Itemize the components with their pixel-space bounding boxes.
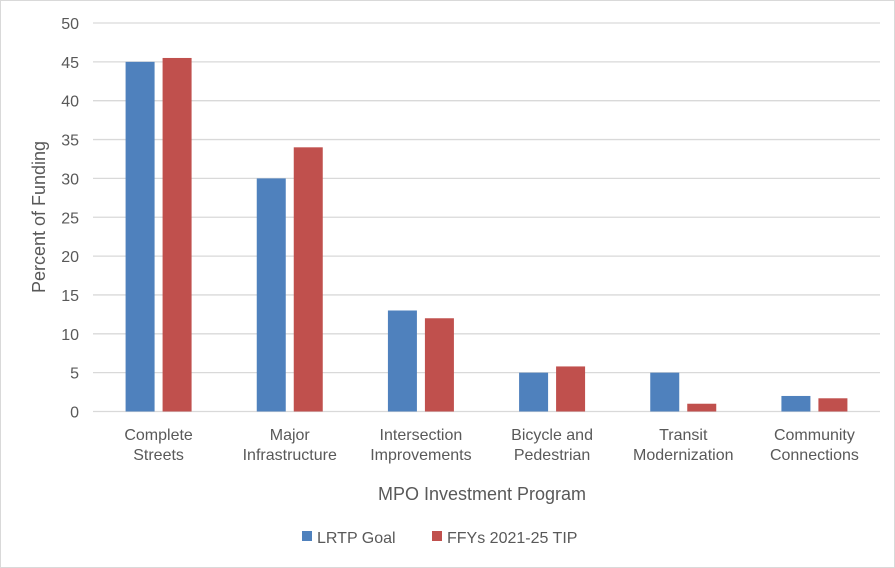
bar-lrtp-goal: [519, 372, 549, 412]
x-tick-label: Intersection Improvements: [370, 427, 471, 464]
y-tick-label: 5: [70, 366, 79, 383]
y-tick-label: 20: [61, 249, 79, 266]
x-tick-label: Major Infrastructure: [243, 427, 337, 464]
y-tick-label: 0: [70, 405, 79, 422]
x-tick-label: Complete Streets: [124, 427, 193, 464]
y-tick-label: 15: [61, 288, 79, 305]
x-tick-label: Transit Modernization: [633, 427, 734, 464]
bar-lrtp-goal: [781, 395, 811, 412]
bar-tip: [424, 318, 454, 412]
bar-tip: [556, 366, 586, 412]
y-tick-label: 40: [61, 94, 79, 111]
y-tick-label: 50: [61, 16, 79, 33]
bar-lrtp-goal: [256, 178, 286, 412]
y-axis-label: Percent of Funding: [29, 141, 49, 293]
bar-lrtp-goal: [650, 372, 680, 412]
legend-swatch: [432, 531, 442, 541]
bar-tip: [818, 398, 848, 412]
y-tick-label: 10: [61, 327, 79, 344]
y-tick-label: 45: [61, 55, 79, 72]
x-axis-label: MPO Investment Program: [378, 484, 586, 504]
y-tick-label: 35: [61, 133, 79, 150]
x-tick-label: Community Connections: [770, 427, 859, 464]
bar-tip: [687, 403, 717, 412]
legend-label: FFYs 2021-25 TIP: [447, 530, 577, 547]
bar-lrtp-goal: [387, 310, 417, 412]
legend-label: LRTP Goal: [317, 530, 396, 547]
bar-lrtp-goal: [125, 61, 155, 412]
y-tick-label: 30: [61, 171, 79, 188]
legend-swatch: [302, 531, 312, 541]
x-tick-label: Bicycle and Pedestrian: [511, 427, 593, 464]
bar-tip: [293, 147, 323, 412]
y-tick-label: 25: [61, 210, 79, 227]
bar-tip: [162, 57, 192, 412]
